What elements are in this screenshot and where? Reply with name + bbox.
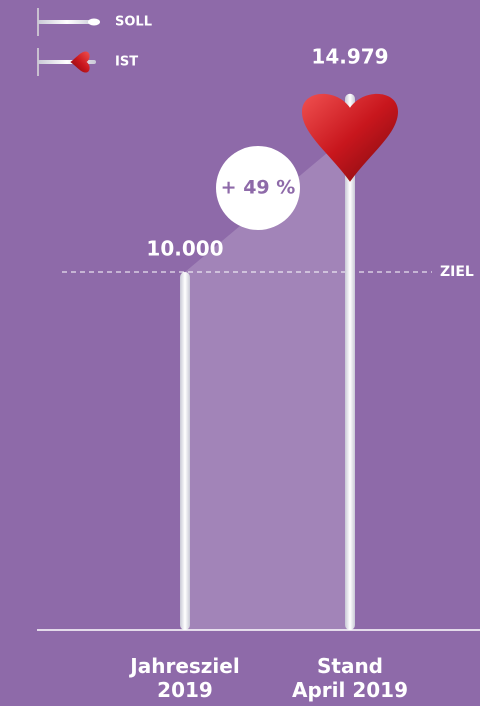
legend-label: SOLL <box>115 15 152 30</box>
x-tick-label: Jahresziel 2019 <box>126 654 244 702</box>
x-tick-label: Stand April 2019 <box>291 654 409 702</box>
legend-label: IST <box>115 55 138 70</box>
page: ZIEL 10.000 14.979 + 49 % SOLL IST Jahresziel… <box>0 0 488 706</box>
legend-stick <box>38 20 96 24</box>
value-label: 10.000 <box>146 237 223 261</box>
value-label: 14.979 <box>311 44 388 68</box>
stick <box>180 272 190 630</box>
annotation: + 49 % <box>221 177 296 199</box>
legend-tip <box>88 19 100 26</box>
chart: ZIEL 10.000 14.979 + 49 % SOLL IST <box>0 0 488 706</box>
reference-label: ZIEL <box>440 264 474 280</box>
